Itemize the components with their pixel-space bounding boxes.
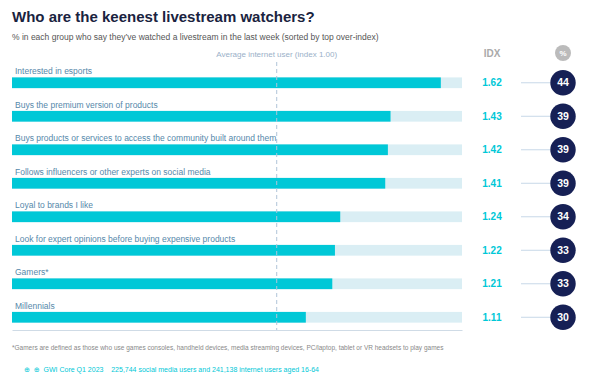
pct-circle — [550, 305, 575, 330]
pct-circle — [550, 104, 575, 129]
data-label: 1.41 — [482, 178, 502, 189]
category-label: Millennials — [15, 301, 55, 311]
idx-header: IDX — [484, 48, 501, 59]
average-line — [276, 62, 277, 330]
bar — [12, 312, 306, 323]
pct-label: 39 — [557, 143, 569, 155]
pct-label: 34 — [557, 210, 569, 222]
bar-background — [12, 77, 462, 88]
footer: ⊕ ⊕ GWI Core Q1 2023 225,744 social medi… — [24, 366, 319, 374]
connector — [521, 116, 550, 117]
pct-label: 30 — [557, 311, 569, 323]
category-label: Interested in esports — [15, 66, 92, 76]
bar — [12, 245, 335, 256]
data-label: 1.62 — [482, 77, 502, 88]
pct-circle — [550, 271, 575, 296]
pct-circle — [550, 70, 575, 95]
x-axis-line — [13, 330, 463, 331]
chart: Who are the keenest livestream watchers?… — [0, 0, 595, 391]
pct-circle — [550, 204, 575, 229]
category-label: Gamers* — [15, 267, 49, 277]
category-label: Loyal to brands I like — [15, 200, 93, 210]
data-label: 1.11 — [483, 312, 502, 323]
plot-area — [12, 62, 462, 330]
connector — [521, 149, 550, 150]
pct-label: 33 — [557, 244, 569, 256]
data-label: 1.43 — [482, 111, 502, 122]
connector — [521, 317, 550, 318]
data-label: 1.21 — [482, 278, 502, 289]
connector — [521, 82, 550, 83]
connector — [521, 250, 550, 251]
pct-label: 39 — [557, 110, 569, 122]
bar-background — [12, 312, 462, 323]
pct-label: 33 — [557, 277, 569, 289]
bar — [12, 77, 441, 88]
bar-background — [12, 144, 462, 155]
bar-background — [12, 178, 462, 189]
bar — [12, 111, 391, 122]
pct-header: % — [559, 49, 566, 58]
pct-header-circle — [555, 45, 571, 61]
pct-label: 39 — [557, 177, 569, 189]
bar-background — [12, 211, 462, 222]
pct-label: 44 — [557, 76, 569, 88]
bar — [12, 178, 385, 189]
category-label: Look for expert opinions before buying e… — [15, 234, 235, 244]
bar — [12, 278, 332, 289]
connector — [521, 216, 550, 217]
footnote: *Gamers are defined as those who use gam… — [12, 344, 444, 352]
x-axis — [13, 330, 463, 331]
bar-background — [12, 245, 462, 256]
connector — [521, 283, 550, 284]
bar — [12, 211, 340, 222]
bar — [12, 144, 388, 155]
data-label: 1.42 — [482, 144, 502, 155]
subtitle: % in each group who say they’ve watched … — [12, 32, 379, 42]
bar-background — [12, 278, 462, 289]
bar-background — [12, 111, 462, 122]
average-label: Average internet user (index 1.00) — [216, 50, 337, 59]
pct-circle — [550, 238, 575, 263]
category-label: Buys products or services to access the … — [15, 133, 276, 143]
pct-circle — [550, 171, 575, 196]
data-label: 1.22 — [482, 245, 502, 256]
connector — [521, 183, 550, 184]
pct-circle — [550, 137, 575, 162]
category-label: Buys the premium version of products — [15, 100, 158, 110]
data-label: 1.24 — [482, 211, 502, 222]
title: Who are the keenest livestream watchers? — [12, 8, 315, 25]
category-label: Follows influencers or other experts on … — [15, 167, 211, 177]
